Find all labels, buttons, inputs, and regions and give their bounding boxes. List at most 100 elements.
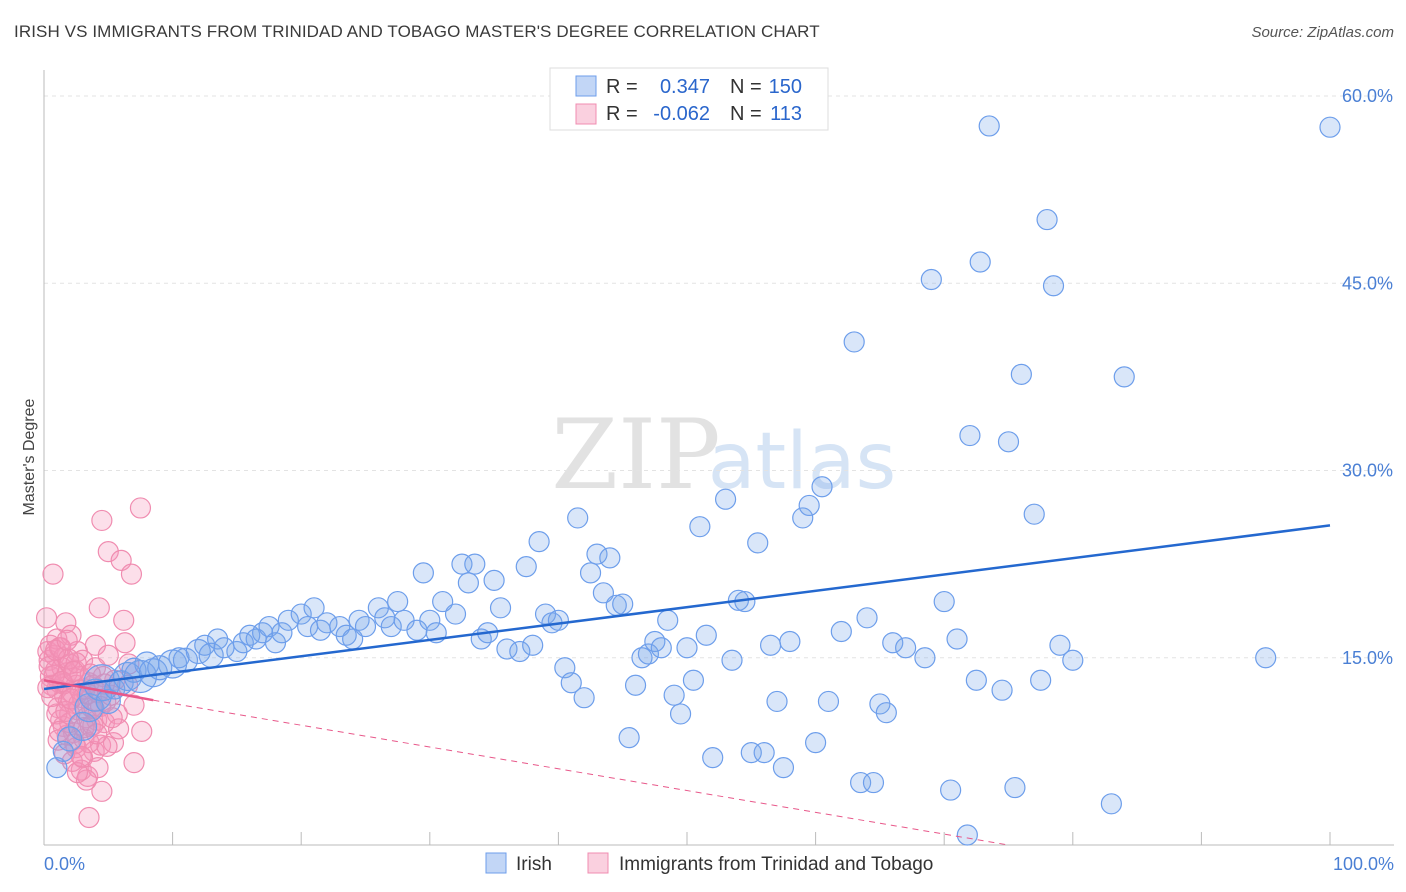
irish-point-56	[464, 553, 486, 575]
irish-point-60	[489, 597, 512, 619]
irish-point-45	[380, 615, 402, 638]
irish-point-18	[172, 647, 199, 673]
irish-point-99	[753, 742, 775, 764]
irish-points	[46, 115, 1341, 846]
tt-point-70	[129, 497, 152, 519]
irish-point-39	[335, 624, 357, 646]
irish-point-81	[631, 647, 653, 669]
tt-point-65	[113, 609, 135, 631]
tt-point-42	[78, 806, 100, 829]
tt-point-58	[97, 541, 119, 563]
irish-point-125	[969, 251, 991, 273]
irish-point-91	[695, 624, 717, 646]
irish-point-74	[586, 543, 608, 565]
irish-point-68	[547, 609, 570, 631]
irish-point-90	[689, 516, 711, 538]
chart-title: IRISH VS IMMIGRANTS FROM TRINIDAD AND TO…	[14, 22, 820, 41]
tt-point-0	[35, 607, 58, 629]
irish-point-1	[52, 740, 74, 762]
irish-point-79	[618, 727, 640, 749]
tt-point-106	[62, 660, 85, 683]
irish-point-141	[1319, 116, 1341, 138]
legend-r-value-tt: -0.062	[653, 103, 710, 125]
irish-point-98	[747, 532, 769, 554]
bottom-legend-swatch-tt	[587, 852, 609, 874]
irish-point-78	[612, 593, 634, 615]
irish-point-108	[817, 690, 840, 713]
irish-point-126	[956, 824, 978, 846]
tt-point-51	[88, 597, 110, 619]
tt-point-68	[120, 563, 143, 585]
irish-point-116	[882, 632, 904, 654]
tt-point-61	[102, 732, 125, 754]
irish-point-118	[914, 647, 936, 669]
irish-point-130	[1004, 776, 1026, 799]
irish-point-122	[946, 628, 968, 650]
irish-point-112	[856, 607, 878, 629]
irish-point-72	[573, 687, 595, 709]
irish-point-3	[67, 711, 98, 742]
bottom-legend-swatch-irish	[485, 852, 507, 874]
irish-point-89	[682, 669, 705, 691]
tt-trendline-extension	[153, 699, 1009, 846]
y-tick-label-45: 45.0%	[1342, 273, 1393, 293]
irish-point-2	[57, 726, 83, 752]
irish-point-115	[875, 702, 897, 724]
irish-point-94	[721, 649, 743, 671]
irish-point-140	[1255, 647, 1277, 669]
irish-point-105	[798, 494, 820, 517]
irish-point-7	[95, 688, 121, 715]
irish-trendline	[43, 524, 1331, 691]
tt-point-87	[75, 769, 98, 791]
irish-point-31	[271, 622, 293, 644]
irish-point-120	[933, 590, 955, 613]
irish-point-32	[277, 609, 299, 631]
legend: R = 0.347 N = 150 R = -0.062 N = 113	[549, 67, 829, 131]
legend-r-label-irish: R =	[606, 76, 638, 98]
irish-point-123	[959, 424, 981, 447]
irish-point-65	[528, 531, 550, 553]
irish-point-75	[592, 582, 615, 604]
irish-point-109	[830, 620, 852, 643]
irish-point-129	[997, 431, 1020, 453]
irish-point-82	[637, 643, 660, 665]
irish-point-113	[862, 771, 885, 794]
irish-point-102	[772, 757, 795, 779]
bottom-legend-tt: Immigrants from Trinidad and Tobago	[619, 854, 933, 875]
legend-n-value-irish: 150	[769, 76, 802, 98]
irish-point-49	[412, 562, 434, 584]
tt-point-72	[123, 752, 145, 774]
irish-point-128	[991, 679, 1013, 701]
irish-point-110	[843, 331, 865, 353]
tt-point-6	[42, 563, 64, 585]
irish-point-62	[509, 640, 531, 663]
irish-point-83	[644, 630, 666, 653]
irish-point-42	[354, 615, 377, 638]
tt-point-59	[97, 644, 119, 666]
y-tick-labels: 15.0% 30.0% 45.0% 60.0%	[1342, 86, 1393, 668]
tt-point-69	[123, 694, 145, 716]
tt-point-96	[57, 648, 80, 670]
irish-point-84	[650, 637, 672, 659]
bottom-legend-irish: Irish	[516, 854, 552, 875]
y-tick-label-60: 60.0%	[1342, 86, 1393, 106]
irish-point-135	[1042, 275, 1065, 297]
irish-point-85	[657, 609, 679, 631]
tt-point-71	[131, 720, 153, 743]
irish-point-93	[714, 488, 737, 510]
legend-n-label-tt: N =	[730, 103, 762, 125]
x-tick-label-max: 100.0%	[1333, 854, 1394, 874]
irish-point-88	[676, 637, 698, 659]
tt-point-109	[101, 707, 123, 729]
irish-point-53	[444, 603, 467, 625]
tt-point-66	[114, 632, 136, 654]
irish-point-41	[348, 609, 370, 631]
irish-point-92	[702, 747, 724, 769]
irish-point-35	[303, 597, 325, 619]
irish-point-117	[895, 637, 917, 659]
source-credit: Source: ZipAtlas.com	[1251, 24, 1394, 41]
watermark-zip: ZIP	[551, 399, 720, 511]
irish-point-136	[1049, 634, 1071, 656]
irish-point-80	[624, 674, 647, 696]
